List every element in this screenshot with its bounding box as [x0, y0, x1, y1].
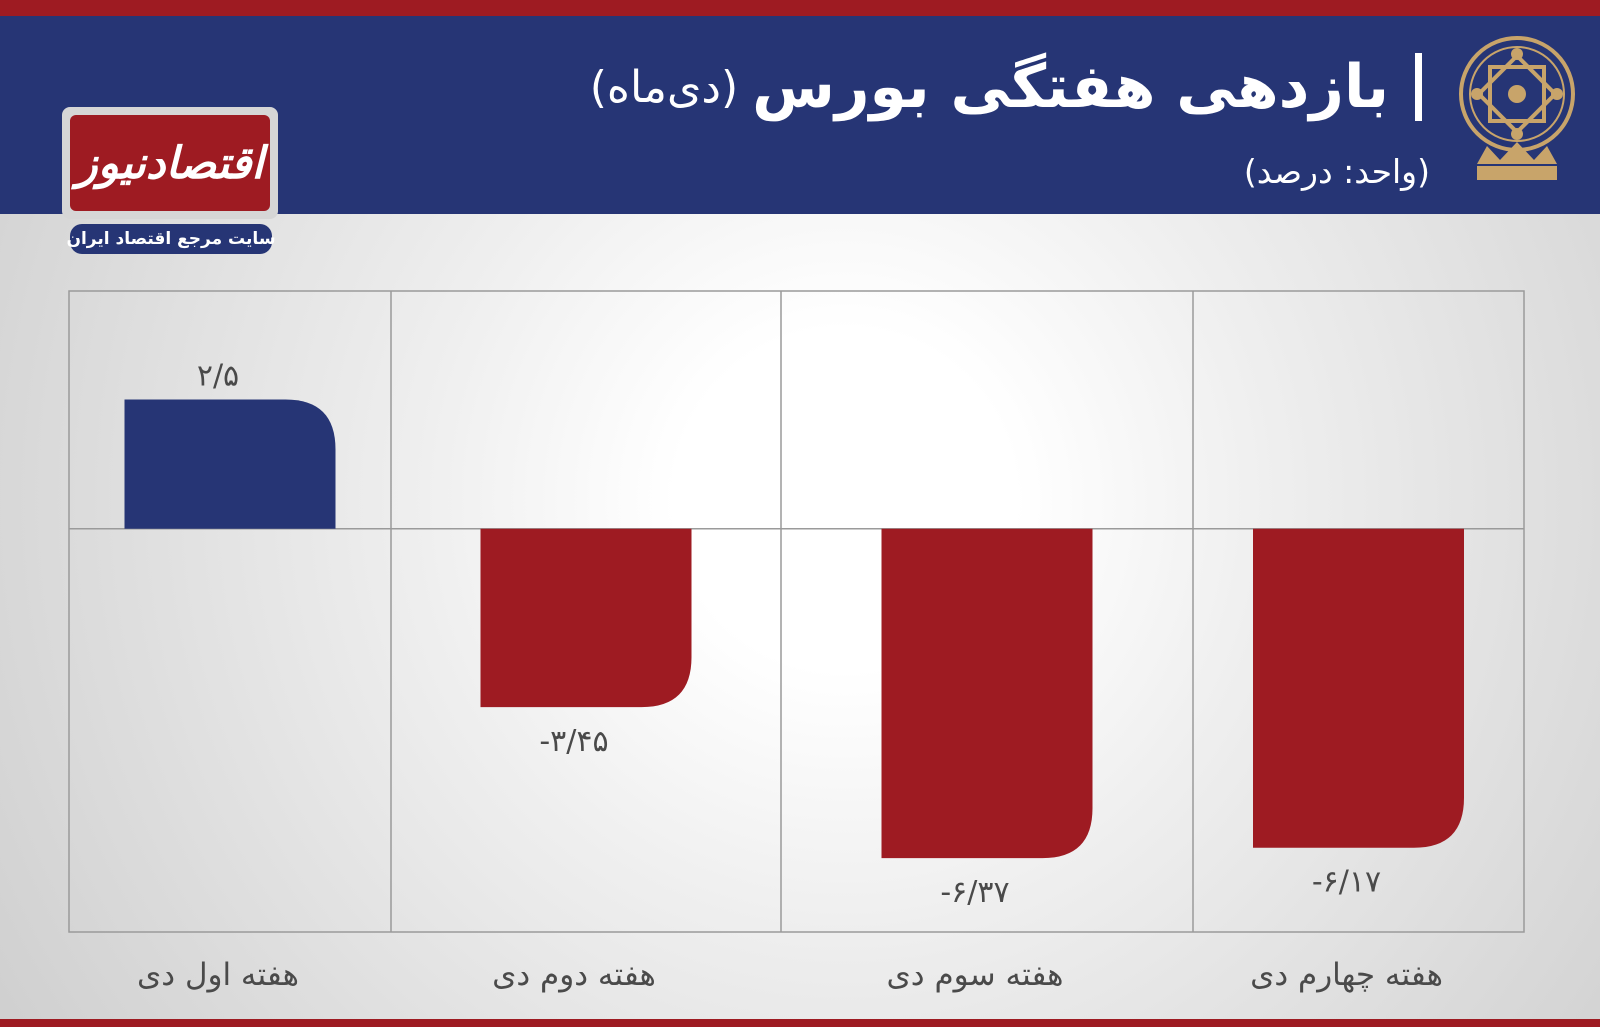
chart-title: بازدهی هفتگی بورس (دی‌ماه) [590, 52, 1422, 122]
logo-tagline: سایت مرجع اقتصاد ایران [66, 224, 276, 254]
title-suffix: (دی‌ماه) [589, 61, 739, 113]
bar-4 [1253, 528, 1464, 848]
category-label-3: هفته سوم دی [887, 957, 1064, 993]
logo-wordmark: اقتصادنیوز [70, 115, 270, 211]
value-label-4: -۶/۱۷ [1312, 865, 1381, 900]
unit-subtitle: (واحد: درصد) [1243, 152, 1430, 191]
title-main: بازدهی هفتگی بورس [752, 52, 1389, 122]
bottom-stripe [0, 1019, 1600, 1027]
bar-2 [480, 528, 692, 708]
value-label-1: ۲/۵ [197, 359, 239, 394]
value-label-2: -۳/۴۵ [539, 724, 608, 759]
stock-exchange-emblem-icon [1459, 36, 1575, 180]
logo: اقتصادنیوز [62, 107, 278, 219]
bar-1 [124, 399, 336, 529]
bar-3 [881, 528, 1093, 859]
top-stripe [0, 0, 1600, 16]
value-label-3: -۶/۳۷ [940, 875, 1009, 910]
category-label-1: هفته اول دی [137, 957, 299, 993]
title-divider [1415, 53, 1422, 121]
category-label-2: هفته دوم دی [492, 957, 656, 993]
plot-frame [68, 290, 1525, 933]
category-label-4: هفته چهارم دی [1250, 957, 1443, 993]
